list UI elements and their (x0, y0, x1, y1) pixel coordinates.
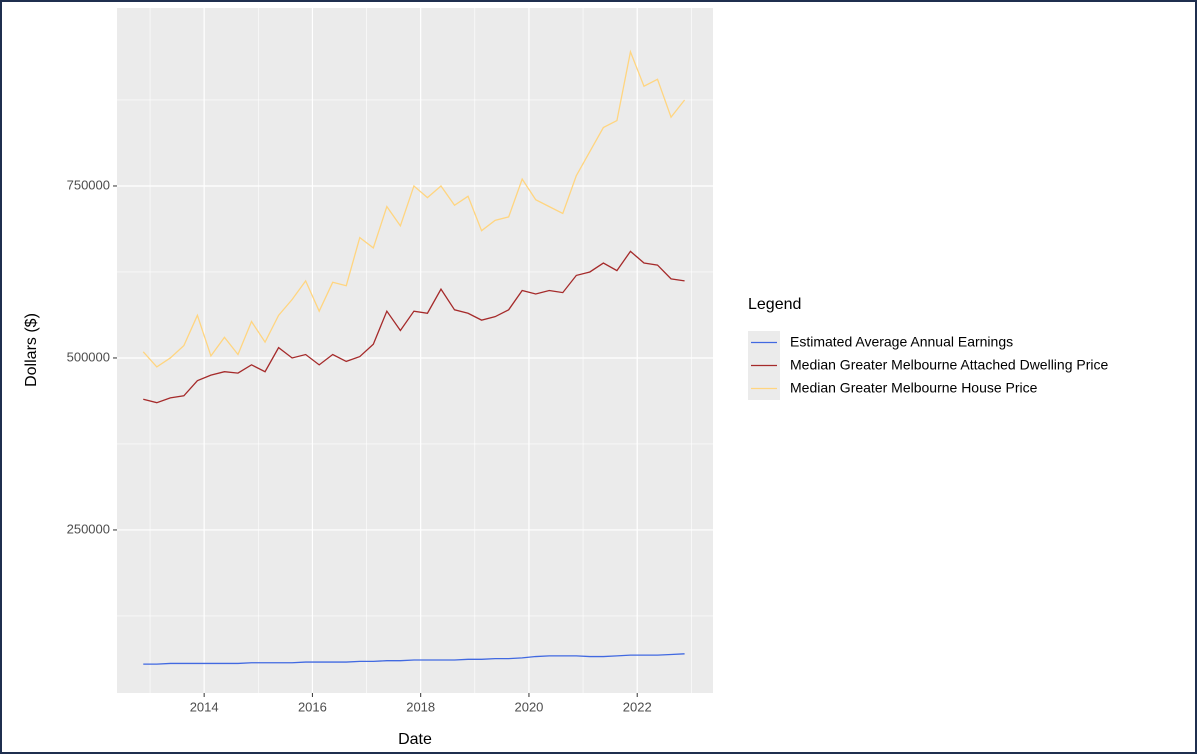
y-tick-label: 250000 (67, 521, 110, 536)
x-axis-title: Date (398, 731, 432, 748)
y-tick-label: 500000 (67, 349, 110, 364)
x-tick-label: 2016 (298, 699, 327, 714)
x-tick-label: 2018 (406, 699, 435, 714)
x-tick-label: 2014 (190, 699, 219, 714)
legend-title: Legend (748, 296, 801, 313)
series-line (142, 49, 686, 368)
series-line (143, 250, 685, 404)
x-tick-label: 2020 (514, 699, 543, 714)
legend-label: Estimated Average Annual Earnings (790, 334, 1013, 350)
panel (117, 8, 713, 693)
series-line (143, 653, 685, 665)
x-tick-label: 2022 (623, 699, 652, 714)
y-axis-title: Dollars ($) (23, 313, 40, 387)
legend-label: Median Greater Melbourne House Price (790, 380, 1038, 396)
y-tick-label: 750000 (67, 177, 110, 192)
legend-label: Median Greater Melbourne Attached Dwelli… (790, 357, 1108, 373)
